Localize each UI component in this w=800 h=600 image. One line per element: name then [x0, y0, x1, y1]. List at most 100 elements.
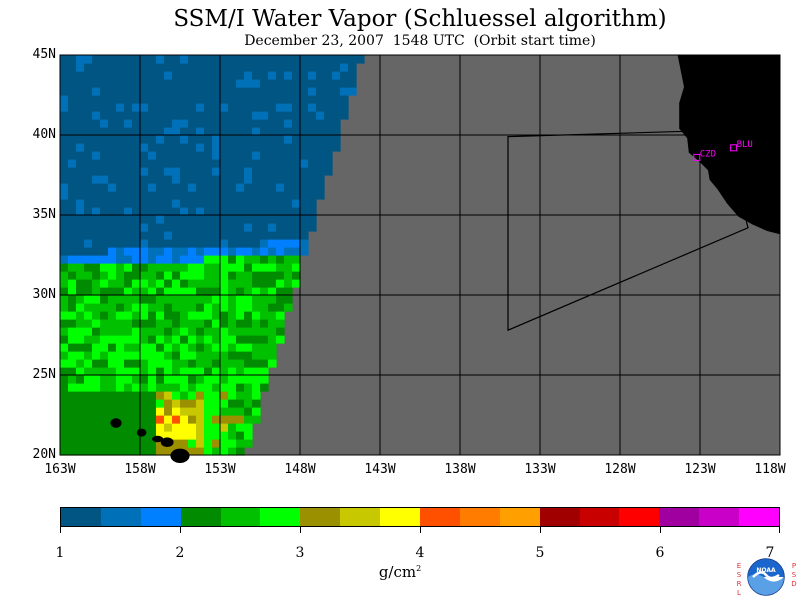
vapor-cell: [204, 295, 213, 304]
vapor-cell: [108, 151, 117, 160]
vapor-cell: [276, 95, 285, 104]
vapor-cell: [236, 391, 245, 400]
vapor-cell: [188, 311, 197, 320]
vapor-cell: [76, 239, 85, 248]
vapor-cell: [140, 215, 149, 224]
vapor-cell: [92, 223, 101, 232]
vapor-cell: [220, 119, 229, 128]
vapor-cell: [92, 111, 101, 120]
vapor-cell: [172, 247, 181, 256]
vapor-cell: [100, 127, 109, 136]
vapor-cell: [188, 399, 197, 408]
vapor-cell: [180, 391, 189, 400]
vapor-cell: [316, 151, 325, 160]
vapor-cell: [252, 391, 261, 400]
vapor-cell: [260, 335, 269, 344]
vapor-cell: [244, 103, 253, 112]
vapor-cell: [164, 431, 173, 440]
vapor-cell: [148, 407, 157, 416]
vapor-cell: [284, 255, 293, 264]
vapor-cell: [164, 215, 173, 224]
vapor-cell: [132, 359, 141, 368]
vapor-cell: [108, 183, 117, 192]
vapor-cell: [212, 191, 221, 200]
vapor-cell: [76, 247, 85, 256]
vapor-cell: [148, 439, 157, 448]
vapor-cell: [268, 159, 277, 168]
vapor-cell: [244, 287, 253, 296]
vapor-cell: [196, 263, 205, 272]
vapor-cell: [148, 143, 157, 152]
station-marker: [730, 144, 738, 152]
vapor-cell: [76, 423, 85, 432]
vapor-cell: [196, 119, 205, 128]
vapor-cell: [348, 71, 357, 80]
vapor-cell: [268, 63, 277, 72]
vapor-cell: [60, 447, 69, 456]
vapor-cell: [116, 103, 125, 112]
vapor-cell: [140, 175, 149, 184]
vapor-cell: [220, 295, 229, 304]
vapor-cell: [108, 111, 117, 120]
vapor-cell: [188, 407, 197, 416]
vapor-cell: [236, 263, 245, 272]
vapor-cell: [292, 55, 301, 64]
vapor-cell: [84, 167, 93, 176]
vapor-cell: [132, 143, 141, 152]
vapor-cell: [60, 415, 69, 424]
vapor-cell: [284, 95, 293, 104]
vapor-cell: [172, 63, 181, 72]
vapor-cell: [188, 319, 197, 328]
vapor-cell: [284, 239, 293, 248]
vapor-cell: [84, 279, 93, 288]
vapor-cell: [148, 391, 157, 400]
vapor-cell: [148, 319, 157, 328]
vapor-cell: [148, 359, 157, 368]
vapor-cell: [100, 55, 109, 64]
vapor-cell: [252, 311, 261, 320]
vapor-cell: [124, 359, 133, 368]
vapor-cell: [220, 359, 229, 368]
vapor-cell: [148, 215, 157, 224]
vapor-cell: [116, 391, 125, 400]
vapor-cell: [84, 143, 93, 152]
vapor-cell: [92, 87, 101, 96]
vapor-cell: [60, 263, 69, 272]
vapor-cell: [132, 319, 141, 328]
vapor-cell: [236, 343, 245, 352]
vapor-cell: [236, 159, 245, 168]
vapor-cell: [196, 55, 205, 64]
vapor-cell: [236, 199, 245, 208]
vapor-cell: [84, 415, 93, 424]
vapor-cell: [220, 151, 229, 160]
chart-title: SSM/I Water Vapor (Schluessel algorithm): [173, 6, 667, 32]
vapor-cell: [236, 135, 245, 144]
vapor-cell: [100, 335, 109, 344]
vapor-cell: [292, 127, 301, 136]
vapor-cell: [300, 103, 309, 112]
vapor-cell: [108, 407, 117, 416]
vapor-cell: [196, 375, 205, 384]
vapor-cell: [292, 223, 301, 232]
vapor-cell: [268, 79, 277, 88]
vapor-cell: [228, 119, 237, 128]
vapor-cell: [140, 287, 149, 296]
vapor-cell: [260, 55, 269, 64]
vapor-cell: [108, 423, 117, 432]
vapor-cell: [300, 239, 309, 248]
vapor-cell: [308, 143, 317, 152]
vapor-cell: [180, 367, 189, 376]
vapor-cell: [260, 63, 269, 72]
vapor-cell: [164, 303, 173, 312]
vapor-cell: [324, 55, 333, 64]
lon-tick-label: 138W: [444, 462, 476, 477]
vapor-cell: [252, 383, 261, 392]
vapor-cell: [188, 303, 197, 312]
vapor-cell: [308, 207, 317, 216]
vapor-cell: [148, 415, 157, 424]
vapor-cell: [236, 319, 245, 328]
vapor-cell: [316, 79, 325, 88]
vapor-cell: [220, 103, 229, 112]
vapor-cell: [228, 215, 237, 224]
vapor-cell: [196, 159, 205, 168]
